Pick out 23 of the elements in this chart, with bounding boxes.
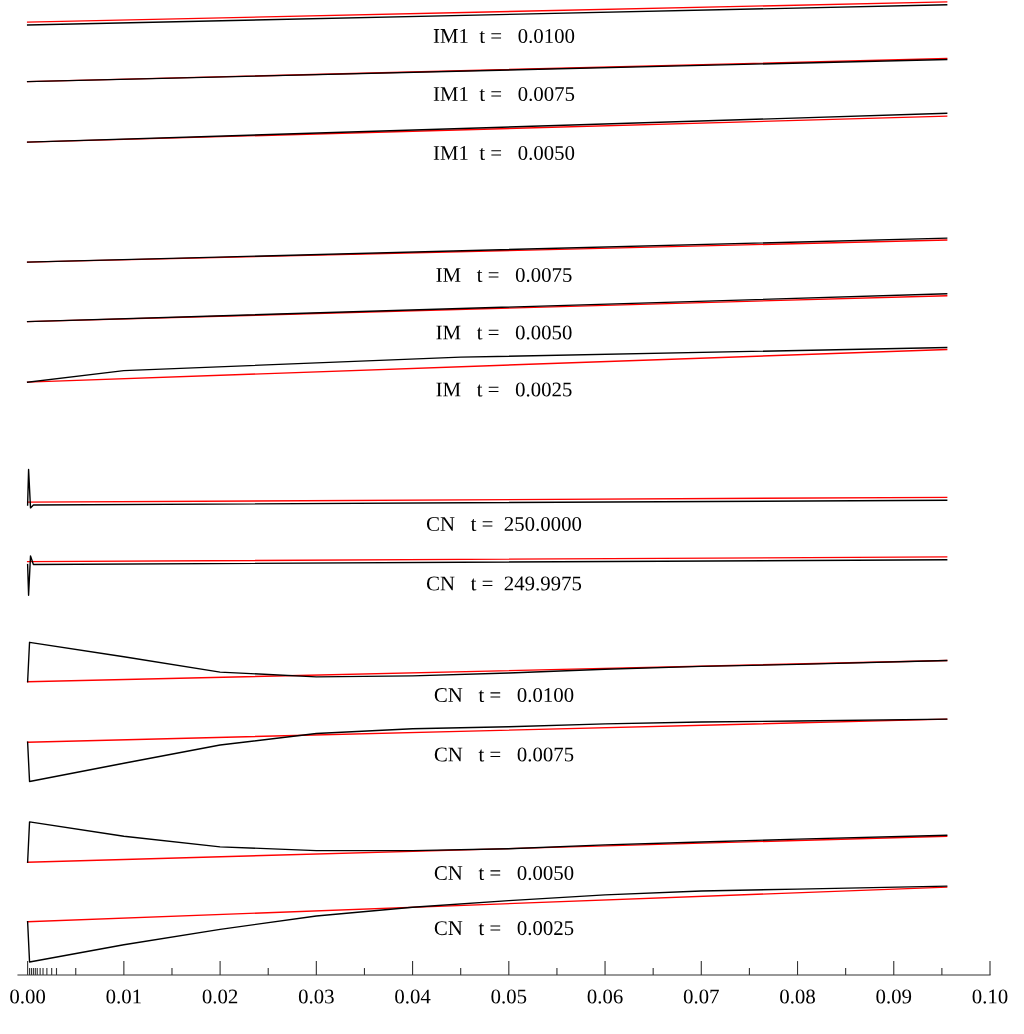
- annotation: CN t = 249.9975: [426, 576, 582, 591]
- annotation: CN t = 0.0050: [434, 866, 574, 881]
- x-tick-label: 0.04: [395, 989, 431, 1004]
- x-tick-label: 0.05: [491, 989, 527, 1004]
- x-tick-label: 0.09: [876, 989, 912, 1004]
- x-tick-label: 0.02: [202, 989, 238, 1004]
- annotation: CN t = 0.0100: [434, 688, 574, 703]
- x-tick-label: 0.03: [298, 989, 334, 1004]
- annotation: IM t = 0.0050: [436, 325, 572, 340]
- annotation: IM1 t = 0.0050: [433, 145, 575, 161]
- x-tick-label: 0.01: [106, 989, 141, 1004]
- annotation: CN t = 0.0075: [434, 747, 574, 762]
- x-tick-label: 0.08: [780, 989, 815, 1004]
- x-tick-label: 0.06: [587, 989, 623, 1004]
- annotation: CN t = 250.0000: [426, 516, 582, 532]
- annotation: IM t = 0.0025: [436, 382, 572, 397]
- annotation: IM1 t = 0.0100: [433, 28, 575, 44]
- annotation: IM t = 0.0075: [436, 267, 572, 283]
- x-tick-label: 0.00: [10, 989, 46, 1004]
- annotation: CN t = 0.0025: [434, 921, 574, 936]
- annotation: IM1 t = 0.0075: [433, 86, 575, 102]
- x-tick-label: 0.07: [683, 989, 719, 1004]
- x-tick-label: 0.10: [972, 989, 1008, 1004]
